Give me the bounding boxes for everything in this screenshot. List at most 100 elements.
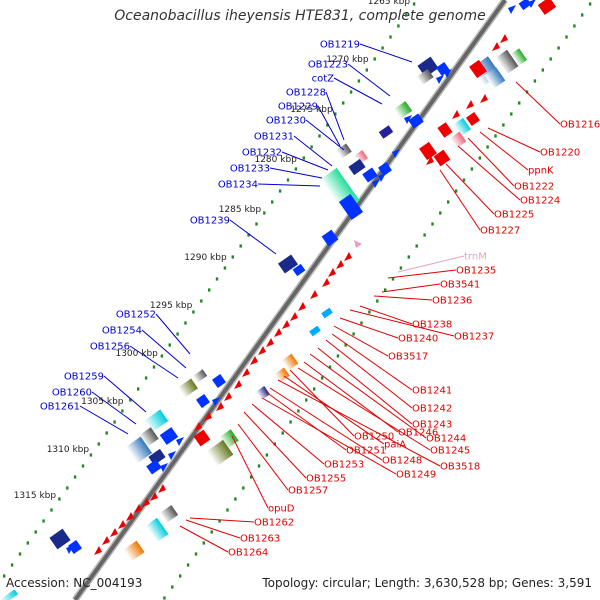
- tick-mark: [302, 156, 305, 160]
- gene-box: [148, 448, 166, 466]
- gene-arrow: [508, 5, 516, 14]
- leader-line: [243, 411, 307, 479]
- reverse-gene-label-ob1244[interactable]: OB1244: [426, 434, 466, 445]
- reverse-gene-label-ob1242[interactable]: OB1242: [412, 404, 452, 415]
- reverse-gene-label-ob1238[interactable]: OB1238: [412, 320, 452, 331]
- tick-mark: [376, 299, 379, 303]
- forward-gene-label-cotz[interactable]: cotZ: [312, 74, 335, 85]
- reverse-gene-label-ob1262[interactable]: OB1262: [254, 518, 294, 529]
- tick-mark: [247, 233, 250, 237]
- gene-arrow: [266, 338, 274, 347]
- reverse-gene-label-ob1251[interactable]: OB1251: [346, 446, 386, 457]
- reverse-gene-label-opud[interactable]: opuD: [268, 504, 295, 515]
- leader-line: [129, 345, 179, 379]
- forward-gene-label-ob1254[interactable]: OB1254: [102, 326, 142, 337]
- scale-label: 1305 kbp: [81, 397, 124, 407]
- forward-gene-label-ob1219[interactable]: OB1219: [320, 40, 360, 51]
- forward-gene-label-ob1260[interactable]: OB1260: [52, 388, 92, 399]
- tick-mark: [320, 376, 324, 380]
- forward-gene-label-ob1261[interactable]: OB1261: [40, 402, 80, 413]
- reverse-gene-label-ppnk[interactable]: ppnK: [528, 166, 554, 177]
- reverse-gene-label-ob1216[interactable]: OB1216: [560, 120, 600, 131]
- reverse-gene-label-ob1243[interactable]: OB1243: [412, 420, 452, 431]
- gene-arrow: [194, 422, 202, 431]
- reverse-gene-label-ob1240[interactable]: OB1240: [398, 334, 438, 345]
- forward-gene-label-ob1232[interactable]: OB1232: [242, 148, 282, 159]
- leader-line: [103, 375, 147, 413]
- reverse-gene-label-ob1227[interactable]: OB1227: [480, 226, 520, 237]
- gene-box: [292, 263, 306, 277]
- tick-mark: [357, 79, 361, 83]
- reverse-gene-label-ob1237[interactable]: OB1237: [454, 332, 494, 343]
- tick-mark: [255, 222, 258, 226]
- reverse-gene-label-ob1263[interactable]: OB1263: [240, 534, 280, 545]
- gene-arrow: [168, 451, 176, 460]
- forward-gene-label-ob1229[interactable]: OB1229: [278, 102, 318, 113]
- reverse-gene-label-ob1236[interactable]: OB1236: [432, 296, 472, 307]
- tick-mark: [226, 508, 229, 512]
- reverse-gene-label-ob1235[interactable]: OB1235: [456, 266, 496, 277]
- tick-mark: [179, 574, 182, 578]
- forward-gene-label-ob1259[interactable]: OB1259: [64, 372, 104, 383]
- tick-mark: [121, 409, 124, 413]
- forward-gene-label-ob1256[interactable]: OB1256: [90, 342, 130, 353]
- tick-mark: [265, 453, 269, 457]
- tick-mark: [192, 310, 195, 314]
- tick-mark: [313, 387, 316, 391]
- reverse-gene-label-ob1249[interactable]: OB1249: [396, 470, 436, 481]
- reverse-gene-label-ob1241[interactable]: OB1241: [412, 386, 452, 397]
- reverse-gene-label-ob1257[interactable]: OB1257: [288, 486, 328, 497]
- reverse-gene-label-ob1250[interactable]: OB1250: [354, 432, 394, 443]
- tick-mark: [289, 420, 292, 424]
- gene-arrow: [158, 484, 166, 493]
- gene-box: [159, 505, 179, 523]
- forward-gene-label-ob1223[interactable]: OB1223: [308, 60, 348, 71]
- reverse-gene-label-trnm[interactable]: trnM: [464, 252, 487, 263]
- tick-mark: [160, 354, 164, 358]
- gene-arrow: [94, 546, 102, 555]
- leader-line: [155, 313, 191, 355]
- reverse-gene-label-ob1253[interactable]: OB1253: [324, 460, 364, 471]
- reverse-gene-label-ob1225[interactable]: OB1225: [494, 210, 534, 221]
- gene-arrow: [134, 504, 142, 513]
- reverse-gene-label-ob3541[interactable]: OB3541: [440, 280, 480, 291]
- gene-arrow: [258, 346, 266, 355]
- reverse-gene-label-ob1224[interactable]: OB1224: [520, 196, 560, 207]
- gene-arrow: [372, 179, 380, 188]
- reverse-gene-label-ob3518[interactable]: OB3518: [440, 462, 480, 473]
- forward-gene-label-ob1252[interactable]: OB1252: [116, 310, 156, 321]
- reverse-gene-label-ob1255[interactable]: OB1255: [306, 474, 346, 485]
- gene-box: [518, 0, 532, 11]
- gene-box: [336, 143, 352, 159]
- leader-line: [479, 131, 529, 171]
- reverse-gene-label-ob3517[interactable]: OB3517: [388, 352, 428, 363]
- gene-box: [469, 59, 487, 79]
- reverse-gene-label-ob1245[interactable]: OB1245: [430, 446, 470, 457]
- gene-arrow: [102, 536, 110, 545]
- tick-mark: [381, 46, 384, 50]
- reverse-gene-label-ob1246[interactable]: OB1246: [398, 428, 438, 439]
- gene-arrow: [480, 94, 488, 103]
- gene-arrow: [282, 320, 290, 329]
- tick-mark: [286, 178, 290, 182]
- forward-gene-label-ob1230[interactable]: OB1230: [266, 116, 306, 127]
- gene-box: [338, 193, 364, 221]
- gene-box: [378, 162, 392, 176]
- gene-features: [0, 0, 557, 600]
- forward-gene-label-ob1234[interactable]: OB1234: [218, 180, 258, 191]
- reverse-gene-label-ob1220[interactable]: OB1220: [540, 148, 580, 159]
- forward-gene-label-ob1233[interactable]: OB1233: [230, 164, 270, 175]
- reverse-gene-label-ob1222[interactable]: OB1222: [514, 182, 554, 193]
- reverse-gene-label-ob1248[interactable]: OB1248: [382, 456, 422, 467]
- reverse-gene-label-ob1264[interactable]: OB1264: [228, 548, 268, 559]
- forward-gene-label-ob1239[interactable]: OB1239: [190, 216, 230, 227]
- tick-mark: [373, 57, 376, 61]
- tick-mark: [412, 2, 416, 6]
- reverse-gene-label-paia[interactable]: paiA: [384, 440, 406, 451]
- forward-gene-label-ob1228[interactable]: OB1228: [286, 88, 326, 99]
- forward-gene-label-ob1231[interactable]: OB1231: [254, 132, 294, 143]
- gene-arrow: [500, 34, 508, 43]
- scale-label: 1265 kbp: [368, 0, 411, 7]
- gene-box: [378, 125, 394, 139]
